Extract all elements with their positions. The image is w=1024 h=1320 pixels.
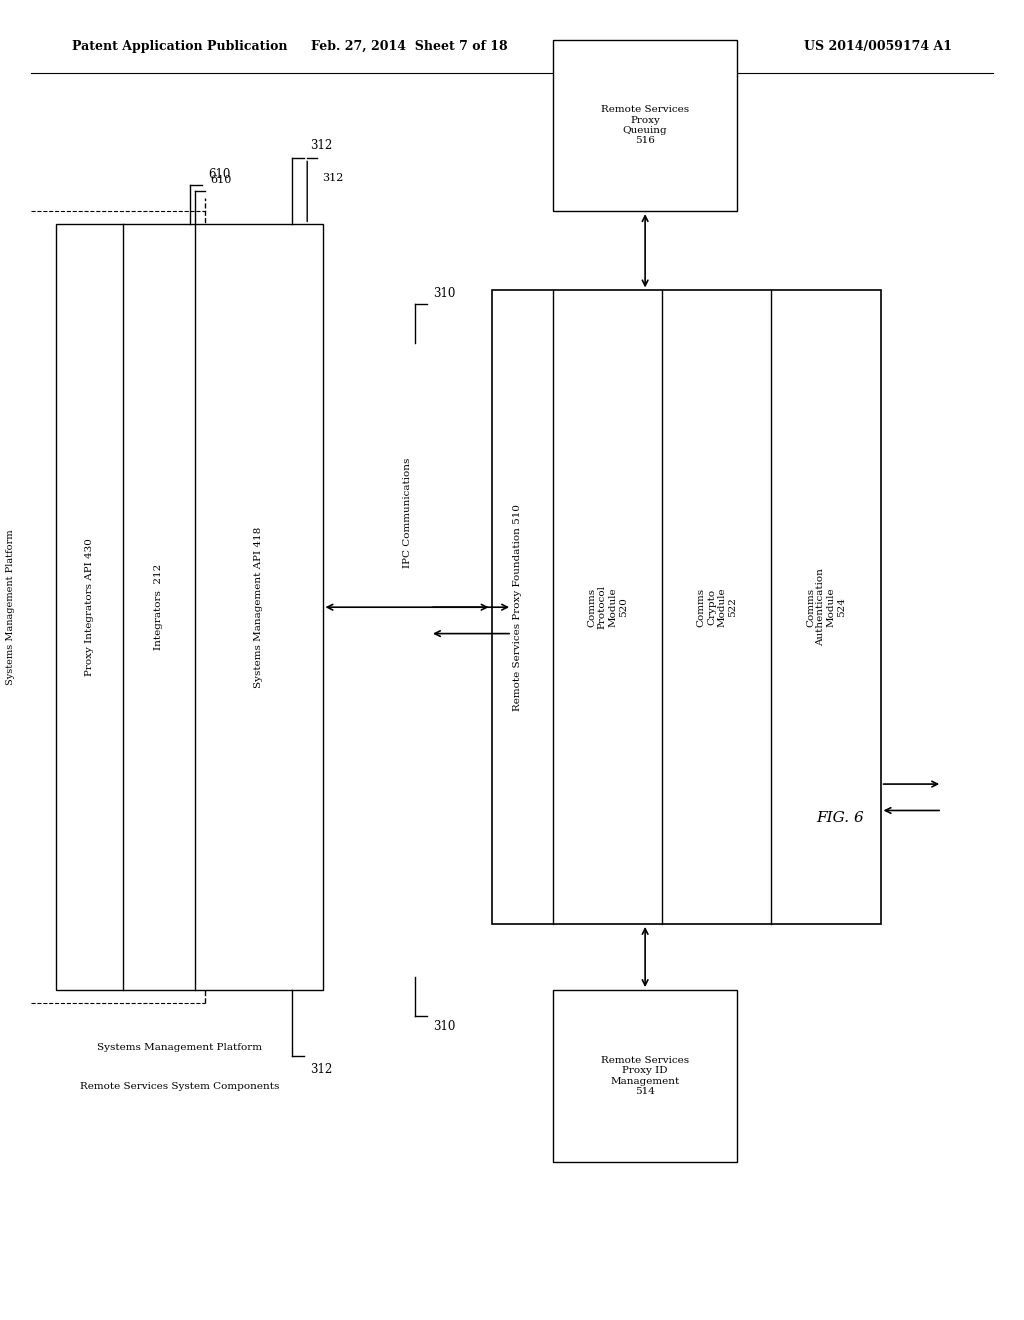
Text: 312: 312	[310, 139, 333, 152]
Text: Systems Management Platform: Systems Management Platform	[6, 529, 14, 685]
Text: 610: 610	[208, 168, 230, 181]
Text: US 2014/0059174 A1: US 2014/0059174 A1	[804, 40, 952, 53]
Text: Systems Management Platform: Systems Management Platform	[96, 1043, 262, 1052]
Text: 610: 610	[210, 174, 231, 185]
Text: Remote Services
Proxy
Queuing
516: Remote Services Proxy Queuing 516	[601, 106, 689, 145]
Text: Remote Services
Proxy ID
Management
514: Remote Services Proxy ID Management 514	[601, 1056, 689, 1096]
Text: Patent Application Publication: Patent Application Publication	[72, 40, 287, 53]
FancyBboxPatch shape	[492, 290, 881, 924]
Text: Proxy Integrators API 430: Proxy Integrators API 430	[85, 539, 94, 676]
Text: Systems Management API 418: Systems Management API 418	[254, 527, 263, 688]
Text: Comms
Crypto
Module
522: Comms Crypto Module 522	[696, 587, 737, 627]
Text: 312: 312	[323, 173, 344, 183]
Text: Feb. 27, 2014  Sheet 7 of 18: Feb. 27, 2014 Sheet 7 of 18	[311, 40, 508, 53]
Text: Remote Services Proxy Foundation 510: Remote Services Proxy Foundation 510	[513, 504, 521, 710]
Text: Comms
Protocol
Module
520: Comms Protocol Module 520	[588, 585, 628, 630]
Text: IPC Communications: IPC Communications	[402, 457, 412, 568]
Text: 310: 310	[433, 1020, 456, 1034]
Text: Comms
Authentication
Module
524: Comms Authentication Module 524	[806, 569, 846, 645]
Text: 310: 310	[433, 286, 456, 300]
FancyBboxPatch shape	[553, 990, 737, 1162]
FancyBboxPatch shape	[553, 40, 737, 211]
FancyBboxPatch shape	[56, 224, 323, 990]
Text: FIG. 6: FIG. 6	[816, 812, 863, 825]
Text: Integrators  212: Integrators 212	[155, 564, 163, 651]
Text: 312: 312	[310, 1063, 333, 1076]
Text: Remote Services System Components: Remote Services System Components	[80, 1082, 279, 1092]
